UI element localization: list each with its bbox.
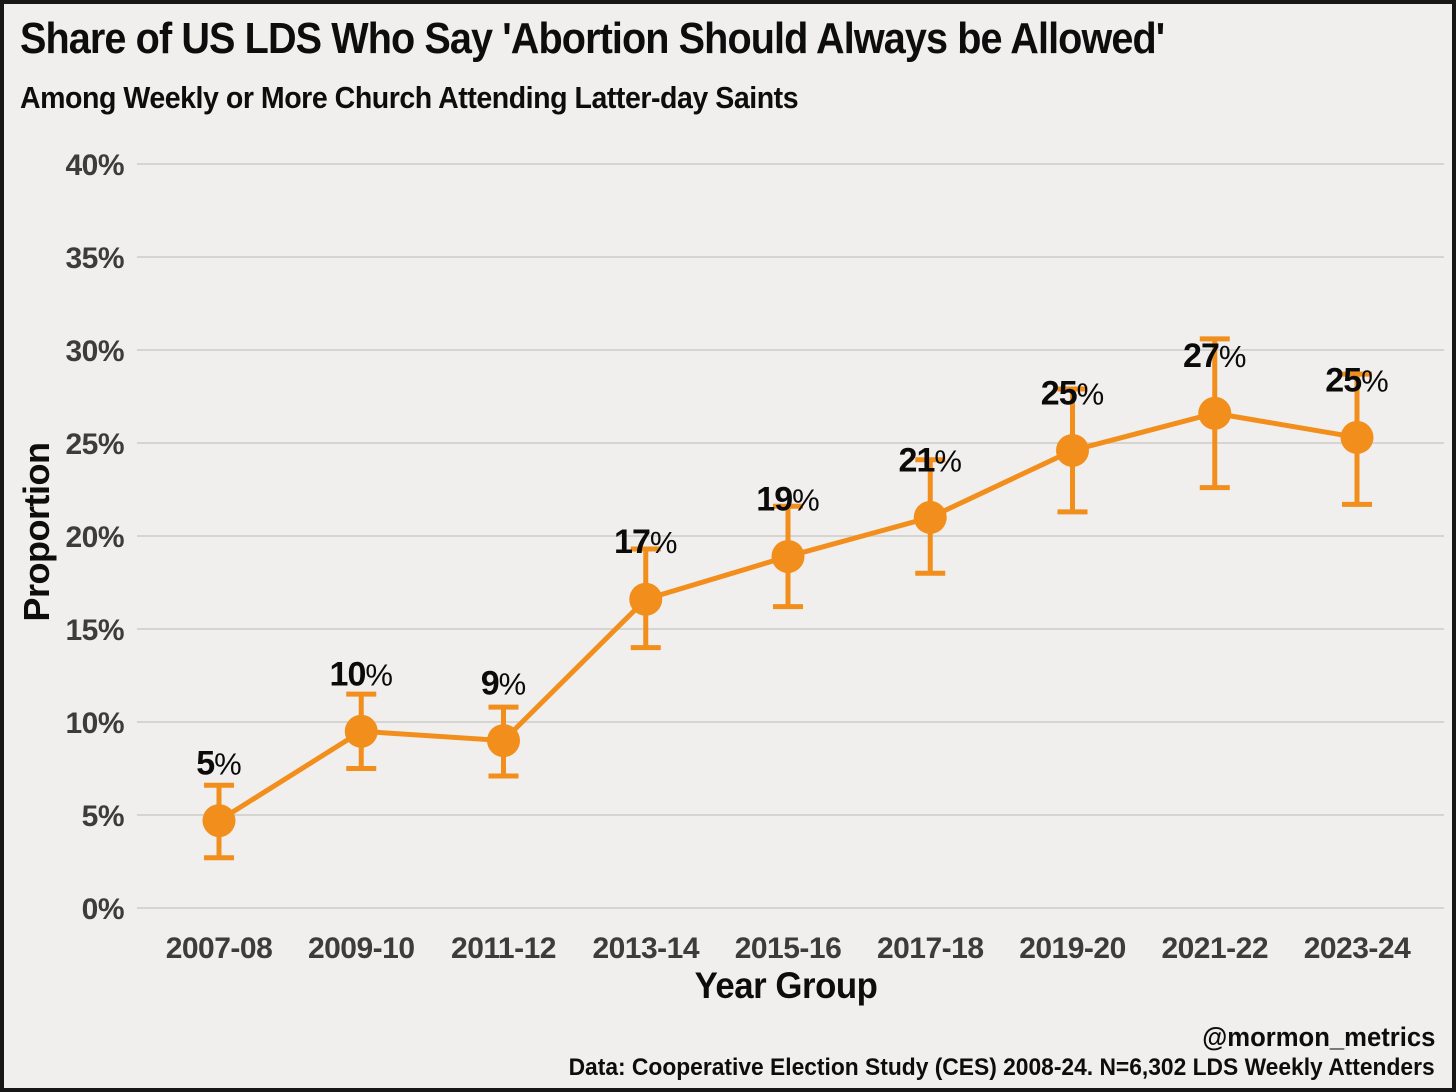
- x-tick-label: 2011-12: [451, 932, 556, 965]
- data-point: [1056, 433, 1089, 467]
- y-tick-label: 15%: [65, 614, 124, 647]
- x-tick-label: 2015-16: [735, 932, 842, 965]
- y-tick-label: 35%: [65, 242, 124, 275]
- chart-title: Share of US LDS Who Say 'Abortion Should…: [20, 14, 1165, 63]
- footer-attribution: @mormon_metrics: [1201, 1022, 1435, 1052]
- data-point: [202, 804, 236, 838]
- x-tick-label: 2007-08: [166, 932, 273, 965]
- x-tick-label: 2021-22: [1161, 932, 1268, 965]
- y-tick-label: 30%: [65, 335, 124, 368]
- data-point-label: 21%: [899, 441, 962, 479]
- y-tick-label: 5%: [82, 800, 124, 833]
- y-tick-label: 20%: [65, 521, 124, 554]
- data-point: [913, 500, 947, 534]
- data-point-label: 19%: [756, 480, 819, 518]
- x-tick-label: 2009-10: [308, 932, 415, 965]
- x-tick-label: 2013-14: [592, 932, 699, 965]
- x-tick-label: 2019-20: [1019, 932, 1126, 965]
- x-tick-label: 2017-18: [877, 932, 984, 965]
- data-point-label: 5%: [196, 745, 242, 783]
- chart-subtitle: Among Weekly or More Church Attending La…: [20, 80, 799, 115]
- data-point-label: 25%: [1041, 374, 1104, 412]
- line-chart: 0% 5% 10% 15% 20% 25% 30% 35% 40% 2007-08 2009-10 2…: [65, 149, 1444, 965]
- data-point: [344, 714, 378, 748]
- data-point-label: 25%: [1325, 361, 1388, 399]
- x-axis-title: Year Group: [694, 965, 878, 1006]
- data-point-label: 9%: [481, 665, 527, 703]
- data-point: [629, 582, 663, 616]
- data-point-label: 17%: [614, 523, 677, 561]
- y-axis-title: Proportion: [16, 442, 57, 622]
- y-tick-label: 10%: [65, 707, 124, 740]
- data-point: [1198, 396, 1232, 430]
- data-point-label: 10%: [330, 655, 393, 693]
- data-point: [487, 724, 520, 758]
- series-line: [217, 410, 1358, 823]
- y-tick-label: 0%: [82, 893, 124, 926]
- data-point-label: 27%: [1183, 337, 1246, 375]
- y-tick-label: 25%: [65, 428, 124, 461]
- footer-source: Data: Cooperative Election Study (CES) 2…: [568, 1054, 1435, 1081]
- data-point: [1340, 420, 1374, 454]
- x-tick-label: 2023-24: [1304, 932, 1411, 965]
- data-point: [771, 539, 805, 573]
- y-tick-label: 40%: [65, 149, 124, 182]
